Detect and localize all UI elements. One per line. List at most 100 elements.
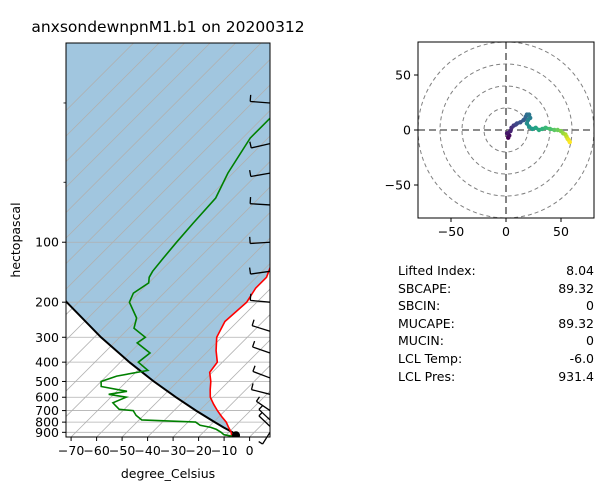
temperature-line <box>208 265 270 437</box>
wind-barb <box>258 431 271 445</box>
index-value: 0 <box>586 298 594 314</box>
isotherm <box>121 288 270 437</box>
index-row: SBCIN: 0 <box>398 297 594 315</box>
isotherm <box>66 43 236 214</box>
hodograph-y-tick-label: 0 <box>403 123 411 138</box>
isotherm <box>66 186 270 392</box>
isotherm <box>96 263 270 437</box>
y-tick-label: 700 <box>35 403 59 418</box>
hodograph-y-tick-label: 50 <box>395 68 411 83</box>
wind-barb-staff <box>251 143 271 149</box>
index-value: 8.04 <box>566 263 594 278</box>
index-value: -6.0 <box>569 350 594 366</box>
hodograph-x-tick-label: 0 <box>502 224 510 239</box>
wind-barb-staff <box>258 415 271 427</box>
skew-t-x-axis-label: degree_Celsius <box>121 466 215 481</box>
wind-barb-staff <box>250 241 271 245</box>
hodograph-body <box>418 42 594 218</box>
x-tick-label: −40 <box>134 443 160 458</box>
wind-barb-staff <box>258 408 271 421</box>
wind-barb <box>258 405 271 421</box>
skew-t-y-axis-label: hectopascal <box>8 202 23 277</box>
hodograph-point <box>567 139 572 145</box>
index-label: SBCIN: <box>398 298 441 314</box>
hodograph-point <box>552 127 557 133</box>
wind-barb-staff <box>250 203 271 206</box>
wind-barbs <box>248 94 271 445</box>
index-label: LCL Pres: <box>398 368 456 384</box>
isotherm <box>66 135 270 341</box>
x-tick-label: −10 <box>211 443 237 458</box>
wind-barb-flag <box>255 396 261 402</box>
wind-barb <box>249 94 271 104</box>
isotherm <box>66 161 270 367</box>
hodograph-point <box>530 126 535 132</box>
hodograph-point <box>547 126 553 132</box>
hodograph-point <box>508 128 513 134</box>
wind-barb-flag <box>251 319 255 326</box>
y-tick-label: 100 <box>35 235 59 250</box>
wind-barb <box>249 141 271 149</box>
isotherm <box>147 314 270 437</box>
wind-barb-flag <box>258 441 263 445</box>
isotherm <box>66 59 270 265</box>
hodograph-point <box>536 127 542 133</box>
x-tick-label: −60 <box>83 443 109 458</box>
index-label: LCL Temp: <box>398 350 463 366</box>
hodograph-point <box>504 131 510 136</box>
index-label: SBCAPE: <box>398 280 452 296</box>
hodograph-point <box>514 121 520 126</box>
index-label: MUCIN: <box>398 333 444 349</box>
y-tick-label: 300 <box>35 330 59 345</box>
index-row: MUCIN: 0 <box>398 332 594 350</box>
cape-area <box>66 43 270 437</box>
figure-title: anxsondewnpnM1.b1 on 20200312 <box>31 18 304 36</box>
wind-barb-flag <box>258 405 263 410</box>
wind-barb <box>248 267 271 275</box>
x-tick-label: −50 <box>109 443 135 458</box>
hodograph-y-tick-label: −50 <box>385 178 411 193</box>
wind-barb <box>249 293 271 303</box>
hodograph-point <box>524 121 530 126</box>
index-value: 89.32 <box>558 315 594 331</box>
hodograph-point <box>543 125 548 130</box>
x-tick-label: −20 <box>185 443 211 458</box>
skew-t-plot: −70 −60 −50 −40 −30 −20 −10 0 100 200 300 400 500600… <box>8 42 271 481</box>
isotherm <box>66 110 270 316</box>
wind-barb-flag <box>258 411 263 417</box>
wind-barb-flag <box>251 340 256 348</box>
skew-t-axes: −70 −60 −50 −40 −30 −20 −10 0 100 200 300 400 500600… <box>35 102 254 458</box>
wind-barb <box>249 197 271 206</box>
y-tick-label: 200 <box>35 295 59 310</box>
index-value: 89.32 <box>558 280 594 296</box>
index-label: MUCAPE: <box>398 315 455 331</box>
index-row: SBCAPE: 89.32 <box>398 280 594 298</box>
wind-barb-staff <box>250 299 271 303</box>
y-tick-label: 800 <box>35 415 59 430</box>
wind-barb-staff <box>252 370 271 379</box>
wind-barb <box>252 365 271 379</box>
skew-t-profiles <box>66 117 270 437</box>
wind-barb-staff <box>250 100 271 104</box>
wind-barb-flag <box>248 267 252 275</box>
wind-barb-staff <box>250 172 271 178</box>
skew-t-frame <box>65 42 271 438</box>
x-tick-label: 0 <box>246 443 254 458</box>
index-label: Lifted Index: <box>398 263 476 278</box>
index-row: MUCAPE: 89.32 <box>398 315 594 333</box>
isotherm <box>66 43 185 163</box>
x-tick-label: −70 <box>58 443 84 458</box>
wind-barb <box>251 340 271 354</box>
isotherm <box>66 43 134 112</box>
wind-barb <box>249 169 271 178</box>
hodograph-point <box>533 125 538 130</box>
index-row: LCL Temp: -6.0 <box>398 350 594 368</box>
hodograph-x-tick-label: 50 <box>553 224 569 239</box>
wind-barb-flag <box>249 169 252 177</box>
index-row: Lifted Index: 8.04 <box>398 262 594 280</box>
lcl-marker <box>232 431 241 437</box>
wind-barb <box>251 319 271 332</box>
wind-barb-flag <box>249 141 252 149</box>
wind-barb <box>258 411 271 427</box>
wind-barb <box>250 383 271 395</box>
